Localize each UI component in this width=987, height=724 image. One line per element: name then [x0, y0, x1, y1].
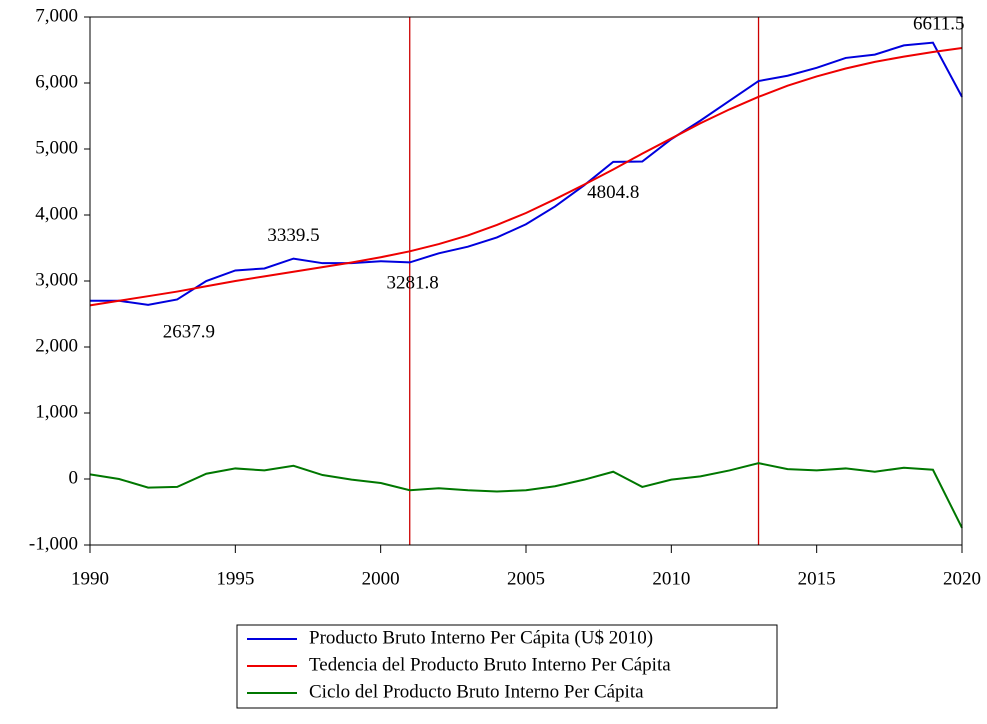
y-tick-label: 6,000	[35, 71, 78, 92]
x-tick-label: 1990	[71, 568, 109, 589]
annotation: 2637.9	[163, 321, 215, 342]
x-tick-label: 2010	[652, 568, 690, 589]
series-line	[89, 47, 963, 307]
annotation: 3281.8	[387, 273, 439, 294]
legend-label: Ciclo del Producto Bruto Interno Per Cáp…	[309, 681, 644, 702]
y-tick-label: 5,000	[35, 137, 78, 158]
legend-label: Producto Bruto Interno Per Cápita (U$ 20…	[309, 627, 653, 648]
y-tick-label: -1,000	[29, 533, 78, 554]
plot-frame	[89, 16, 963, 546]
y-tick-label: 2,000	[35, 335, 78, 356]
series-line	[89, 462, 963, 529]
annotation: 3339.5	[267, 225, 319, 246]
y-tick-label: 7,000	[35, 5, 78, 26]
y-tick-label: 4,000	[35, 203, 78, 224]
x-tick-label: 2015	[798, 568, 836, 589]
annotation: 6611.5	[913, 13, 965, 34]
y-tick-label: 0	[69, 467, 79, 488]
x-tick-label: 2005	[507, 568, 545, 589]
legend-box	[236, 624, 778, 709]
legend-label: Tedencia del Producto Bruto Interno Per …	[309, 654, 671, 675]
x-tick-label: 2020	[943, 568, 981, 589]
x-tick-label: 2000	[362, 568, 400, 589]
annotation: 4804.8	[587, 182, 639, 203]
x-tick-label: 1995	[216, 568, 254, 589]
y-tick-label: 1,000	[35, 401, 78, 422]
y-tick-label: 3,000	[35, 269, 78, 290]
series-line	[90, 41, 963, 306]
